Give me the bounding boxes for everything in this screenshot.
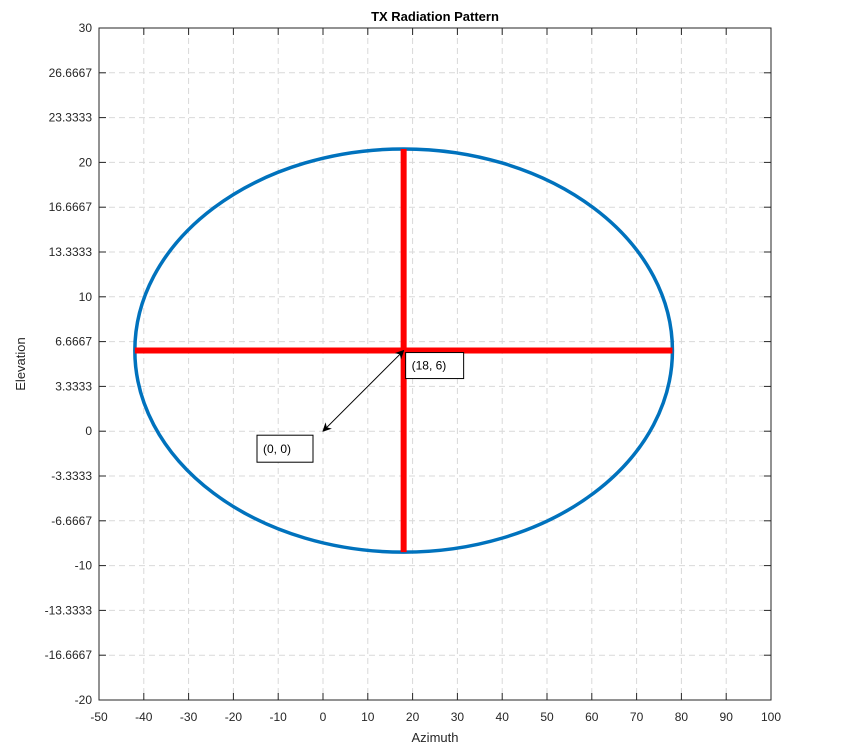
y-tick-label: 30	[79, 21, 93, 35]
annotations-layer: (18, 6) (0, 0)	[256, 349, 465, 463]
x-tick-label: 80	[675, 710, 689, 724]
y-tick-label: 6.6667	[55, 335, 92, 349]
x-tick-label: -50	[90, 710, 108, 724]
y-tick-label: -16.6667	[45, 648, 93, 662]
y-tick-label: 13.3333	[49, 245, 93, 259]
y-tick-label: 3.3333	[55, 379, 92, 393]
annotation-box-center	[405, 352, 465, 380]
y-tick-label: -3.3333	[51, 469, 92, 483]
x-tick-label: -30	[180, 710, 198, 724]
x-tick-label: 50	[540, 710, 554, 724]
y-tick-label: -6.6667	[51, 514, 92, 528]
y-tick-label: -10	[75, 559, 93, 573]
y-tick-label: -20	[75, 693, 93, 707]
x-tick-label: 70	[630, 710, 644, 724]
x-tick-label: 20	[406, 710, 420, 724]
x-tick-labels: -50 -40 -30 -20 -10 0 10 20 30 40 50 60 70 80 90 100	[90, 710, 781, 724]
x-axis-label: Azimuth	[412, 730, 459, 745]
y-tick-label: 16.6667	[49, 200, 93, 214]
x-tick-label: 0	[320, 710, 327, 724]
x-tick-label: -20	[225, 710, 243, 724]
x-tick-label: 60	[585, 710, 599, 724]
y-tick-label: 26.6667	[49, 66, 93, 80]
x-tick-label: 100	[761, 710, 781, 724]
y-tick-label: 20	[79, 155, 93, 169]
y-tick-label: 0	[85, 424, 92, 438]
x-tick-label: -10	[270, 710, 288, 724]
x-tick-label: 30	[451, 710, 465, 724]
x-tick-label: 90	[720, 710, 734, 724]
y-tick-label: -13.3333	[45, 603, 93, 617]
y-axis-label: Elevation	[13, 337, 28, 390]
plot-frame	[98, 27, 772, 701]
annotation-text-origin: (0, 0)	[263, 442, 291, 456]
annotation-text-center: (18, 6)	[412, 359, 447, 373]
y-tick-label: 23.3333	[49, 111, 93, 125]
x-tick-label: -40	[135, 710, 153, 724]
x-tick-label: 10	[361, 710, 375, 724]
y-tick-labels: 30 26.6667 23.3333 20 16.6667 13.3333 10 6.6667…	[45, 21, 93, 707]
annotation-double-arrow	[322, 349, 405, 432]
x-tick-label: 40	[496, 710, 510, 724]
y-tick-label: 10	[79, 290, 93, 304]
annotation-box-origin	[256, 434, 314, 463]
chart-title: TX Radiation Pattern	[371, 9, 499, 24]
grid	[99, 28, 771, 700]
